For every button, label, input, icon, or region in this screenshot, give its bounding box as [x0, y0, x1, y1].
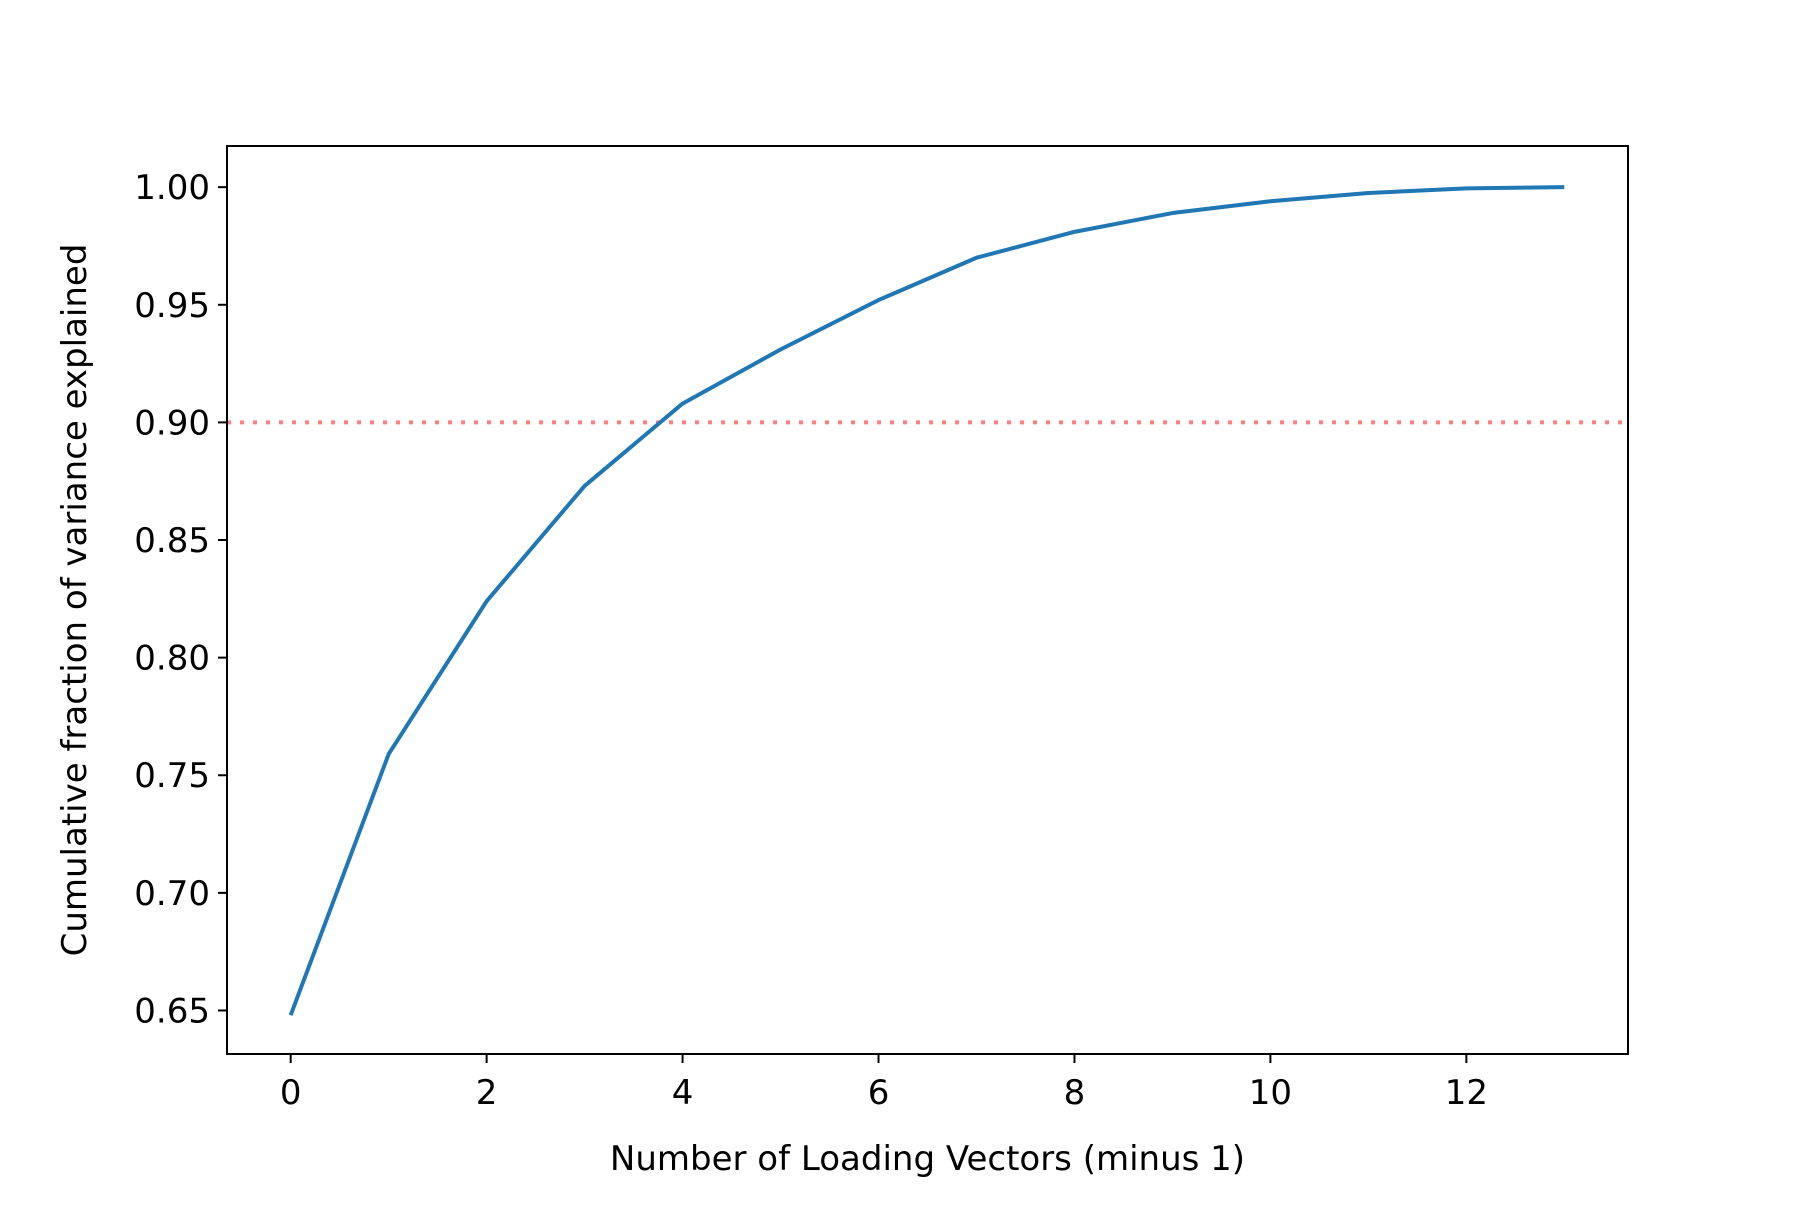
- y-tick-label: 0.65: [134, 991, 210, 1031]
- y-tick-label: 0.95: [134, 286, 210, 326]
- y-tick-label: 0.85: [134, 521, 210, 561]
- x-tick-label: 0: [280, 1073, 302, 1113]
- x-tick-label: 10: [1249, 1073, 1292, 1113]
- x-tick-label: 2: [476, 1073, 498, 1113]
- y-tick-label: 1.00: [134, 168, 210, 208]
- series-line-0: [288, 185, 1565, 1016]
- x-tick-label: 4: [672, 1073, 694, 1113]
- x-axis-label: Number of Loading Vectors (minus 1): [610, 1139, 1245, 1179]
- x-tick-label: 12: [1445, 1073, 1488, 1113]
- y-tick-label: 0.70: [134, 874, 210, 914]
- y-tick-label: 0.90: [134, 403, 210, 443]
- x-tick-label: 8: [1064, 1073, 1086, 1113]
- plot-frame: [226, 145, 1629, 1055]
- y-tick-label: 0.75: [134, 756, 210, 796]
- x-tick-label: 6: [868, 1073, 890, 1113]
- y-tick-label: 0.80: [134, 639, 210, 679]
- y-axis-label: Cumulative fraction of variance explaine…: [55, 244, 95, 957]
